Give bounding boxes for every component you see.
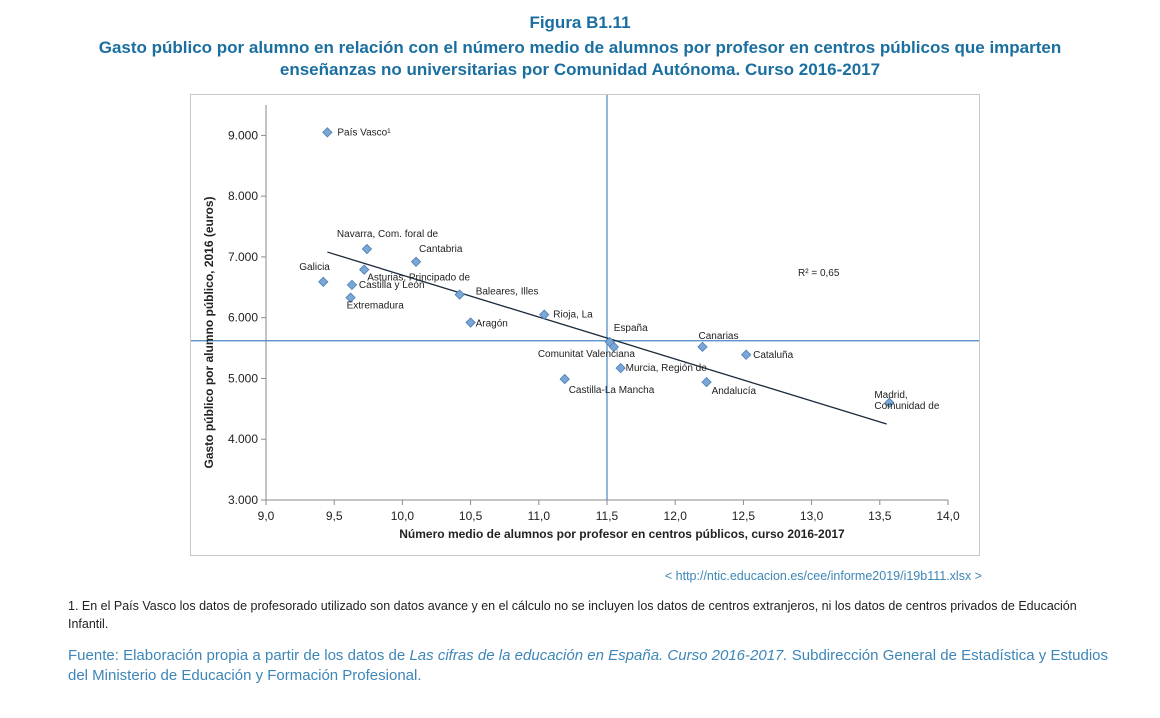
y-tick-label: 4.000 xyxy=(228,432,258,446)
data-point-label: Madrid, xyxy=(874,390,907,401)
chart-frame: 9,0 9,5 10,0 10,5 11,0 11,5 12,0 12,5 13,0 13,5 14… xyxy=(190,94,980,556)
data-point-marker xyxy=(701,376,712,388)
x-tick-label: 10,5 xyxy=(459,509,483,523)
data-point-marker xyxy=(559,373,570,385)
data-point-marker xyxy=(410,256,422,267)
data-point-label: España xyxy=(614,323,648,334)
x-tick-label: 11,5 xyxy=(596,509,619,523)
data-point-label: Rioja, La xyxy=(553,310,593,321)
data-point-marker xyxy=(884,397,895,408)
data-point-marker xyxy=(346,279,358,291)
y-tick-label: 9.000 xyxy=(228,128,258,142)
axes: 9,0 9,5 10,0 10,5 11,0 11,5 12,0 12,5 13,0 13,5 14… xyxy=(228,105,960,523)
data-point-marker xyxy=(361,243,373,255)
point-labels: País Vasco¹ Navarra, Com. foral de Cantabr… xyxy=(299,127,940,411)
x-tick-label: 14,0 xyxy=(936,509,960,523)
data-point-label: Cataluña xyxy=(753,350,793,361)
source-prefix: Fuente: Elaboración propia a partir de l… xyxy=(68,647,410,664)
figure-number: Figura B1.11 xyxy=(529,13,631,32)
source-note: Fuente: Elaboración propia a partir de l… xyxy=(68,646,1108,686)
source-link[interactable]: < http://ntic.educacion.es/cee/informe20… xyxy=(664,569,982,583)
y-tick-label: 5.000 xyxy=(228,371,258,385)
data-point-label: Asturias, Principado de xyxy=(367,273,470,284)
data-point-marker xyxy=(454,289,465,300)
data-point-label: Extremadura xyxy=(347,301,405,312)
y-tick-label: 8.000 xyxy=(228,189,258,203)
data-point-marker xyxy=(465,317,476,328)
figure-title: Gasto público por alumno en relación con… xyxy=(98,38,1062,79)
data-point-label: Castilla y León xyxy=(359,280,425,291)
data-point-marker xyxy=(539,309,550,320)
x-tick-label: 13,5 xyxy=(868,509,892,523)
data-point-label: Comunitat Valenciana xyxy=(538,349,636,360)
x-tick-label: 11,0 xyxy=(528,509,551,523)
data-point-label: Galicia xyxy=(299,262,330,273)
data-point-label: Castilla-La Mancha xyxy=(569,385,655,396)
y-tick-label: 7.000 xyxy=(228,250,258,264)
data-point-label: Andalucía xyxy=(712,386,757,397)
data-point-label: País Vasco¹ xyxy=(337,127,391,138)
data-point-marker xyxy=(615,362,626,374)
y-tick-label: 3.000 xyxy=(228,493,258,507)
trendline xyxy=(327,251,887,425)
x-tick-label: 9,0 xyxy=(258,509,275,523)
x-axis-title: Número medio de alumnos por profesor en … xyxy=(399,527,845,541)
reference-lines xyxy=(191,95,979,500)
data-point-label: Navarra, Com. foral de xyxy=(337,229,439,240)
data-point-marker xyxy=(345,292,356,303)
data-point-label: Comunidad de xyxy=(874,401,939,412)
data-point-marker xyxy=(359,264,370,275)
x-tick-label: 10,0 xyxy=(391,509,415,523)
x-tick-label: 13,0 xyxy=(800,509,824,523)
data-point-marker xyxy=(608,341,619,353)
trendline-group xyxy=(327,251,887,425)
data-points xyxy=(318,127,895,408)
data-point-marker xyxy=(697,341,708,353)
data-point-marker xyxy=(740,349,752,360)
source-publication: Las cifras de la educación en España. Cu… xyxy=(409,647,788,664)
data-point-label: Murcia, Región de xyxy=(626,363,708,374)
data-point-marker xyxy=(322,127,333,138)
x-tick-label: 12,5 xyxy=(732,509,756,523)
footnote: 1. En el País Vasco los datos de profeso… xyxy=(68,599,1077,631)
data-point-label: Cantabria xyxy=(419,244,463,255)
r-squared-annotation: R² = 0,65 xyxy=(798,268,840,279)
data-point-label: Aragón xyxy=(476,319,508,330)
scatter-chart: 9,0 9,5 10,0 10,5 11,0 11,5 12,0 12,5 13,0 13,5 14… xyxy=(191,95,979,541)
y-tick-label: 6.000 xyxy=(228,311,258,325)
data-point-label: Canarias xyxy=(698,331,738,342)
data-point-label: Baleares, Illes xyxy=(476,287,539,298)
x-tick-label: 12,0 xyxy=(664,509,688,523)
data-point-marker xyxy=(318,276,329,288)
x-tick-label: 9,5 xyxy=(326,509,343,523)
y-axis-title: Gasto público por alumno público, 2016 (… xyxy=(202,196,216,468)
source-suffix: Subdirección General de Estadística y Es… xyxy=(68,647,1109,684)
